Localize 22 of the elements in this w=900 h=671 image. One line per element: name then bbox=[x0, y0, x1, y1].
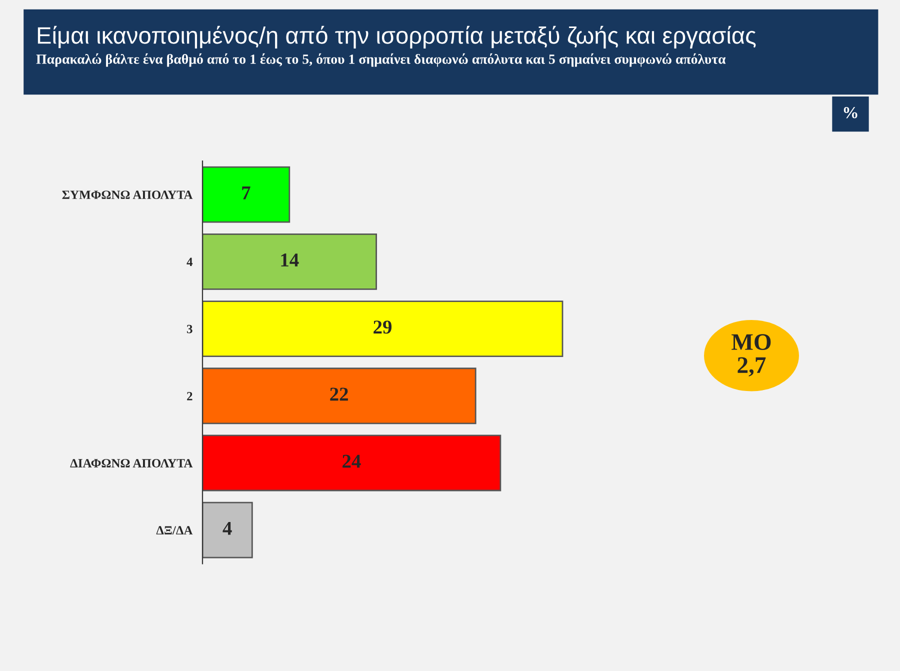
text: ΜΟ 2,7 bbox=[732, 334, 771, 376]
bar bbox=[202, 368, 476, 424]
y-tick-label: 2 bbox=[187, 392, 192, 400]
bar bbox=[202, 434, 502, 492]
data-label: 4 bbox=[222, 522, 232, 535]
data-label: 22 bbox=[330, 388, 348, 401]
chart-subtitle: Παρακαλώ βάλτε ένα βαθμό από το 1 έως το 5, όπου 1 σημαίνει διαφωνώ απόλυτα και 5 σημαίνει συμφωνώ απόλυτα bbox=[36, 53, 726, 67]
text: % bbox=[844, 106, 858, 118]
y-tick-label: ΔΙΑΦΩΝΩ ΑΠΟΛΥΤΑ bbox=[70, 459, 193, 468]
chart-title: Είμαι ικανοποιημένος/η από την ισορροπία μεταξύ ζωής και εργασίας bbox=[38, 26, 756, 49]
y-tick-label: 3 bbox=[187, 324, 192, 334]
y-tick-label: ΣΥΜΦΩΝΩ ΑΠΟΛΥΤΑ bbox=[62, 190, 193, 200]
y-tick-label: 4 bbox=[186, 258, 193, 266]
y-tick-label: ΔΞ/ΔΑ bbox=[156, 526, 193, 535]
bar bbox=[202, 502, 253, 558]
bar bbox=[202, 233, 377, 290]
bar bbox=[202, 166, 290, 223]
data-label: 7 bbox=[242, 186, 250, 200]
data-label: 29 bbox=[374, 320, 392, 334]
bar bbox=[202, 300, 564, 357]
data-label: 14 bbox=[281, 254, 299, 266]
data-label: 24 bbox=[342, 454, 361, 468]
